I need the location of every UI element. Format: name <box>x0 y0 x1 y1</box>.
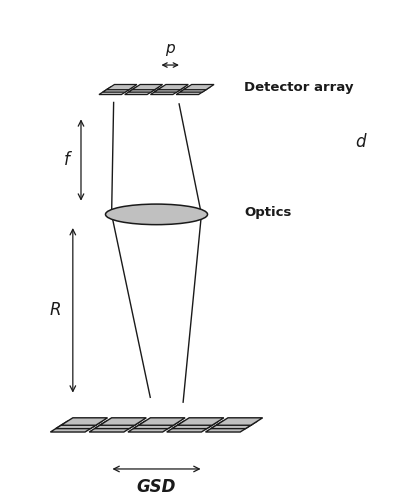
Polygon shape <box>139 418 185 425</box>
Polygon shape <box>211 421 257 428</box>
Text: GSD: GSD <box>137 478 176 496</box>
Polygon shape <box>61 418 108 425</box>
Text: Detector array: Detector array <box>244 80 354 94</box>
Polygon shape <box>125 90 155 94</box>
Text: Optics: Optics <box>244 206 292 220</box>
Polygon shape <box>103 87 133 92</box>
Polygon shape <box>128 87 159 92</box>
Text: R: R <box>50 302 61 320</box>
Polygon shape <box>178 418 224 425</box>
Polygon shape <box>56 421 102 428</box>
Text: f: f <box>64 151 69 169</box>
Polygon shape <box>184 84 214 89</box>
Ellipse shape <box>106 204 208 225</box>
Polygon shape <box>176 90 207 94</box>
Polygon shape <box>133 421 180 428</box>
Polygon shape <box>132 84 163 89</box>
Polygon shape <box>106 84 137 89</box>
Polygon shape <box>150 90 181 94</box>
Polygon shape <box>158 84 188 89</box>
Polygon shape <box>95 421 141 428</box>
Polygon shape <box>167 424 213 432</box>
Polygon shape <box>216 418 263 425</box>
Polygon shape <box>100 418 146 425</box>
Polygon shape <box>51 424 97 432</box>
Text: p: p <box>165 41 175 56</box>
Polygon shape <box>128 424 174 432</box>
Polygon shape <box>99 90 129 94</box>
Polygon shape <box>180 87 210 92</box>
Text: d: d <box>356 133 366 151</box>
Polygon shape <box>154 87 185 92</box>
Polygon shape <box>89 424 136 432</box>
Polygon shape <box>206 424 252 432</box>
Polygon shape <box>172 421 219 428</box>
